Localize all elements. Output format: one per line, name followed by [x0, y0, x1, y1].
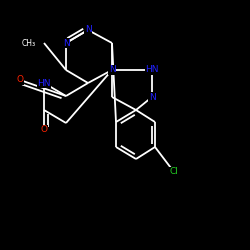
Text: N: N — [84, 26, 91, 35]
Text: N: N — [108, 66, 116, 74]
Text: O: O — [40, 126, 48, 134]
Text: O: O — [16, 76, 24, 84]
Text: N: N — [148, 92, 156, 102]
Text: HN: HN — [37, 78, 51, 88]
Text: N: N — [62, 38, 70, 48]
Text: HN: HN — [145, 66, 159, 74]
Text: CH₃: CH₃ — [22, 38, 36, 48]
Text: Cl: Cl — [170, 168, 178, 176]
